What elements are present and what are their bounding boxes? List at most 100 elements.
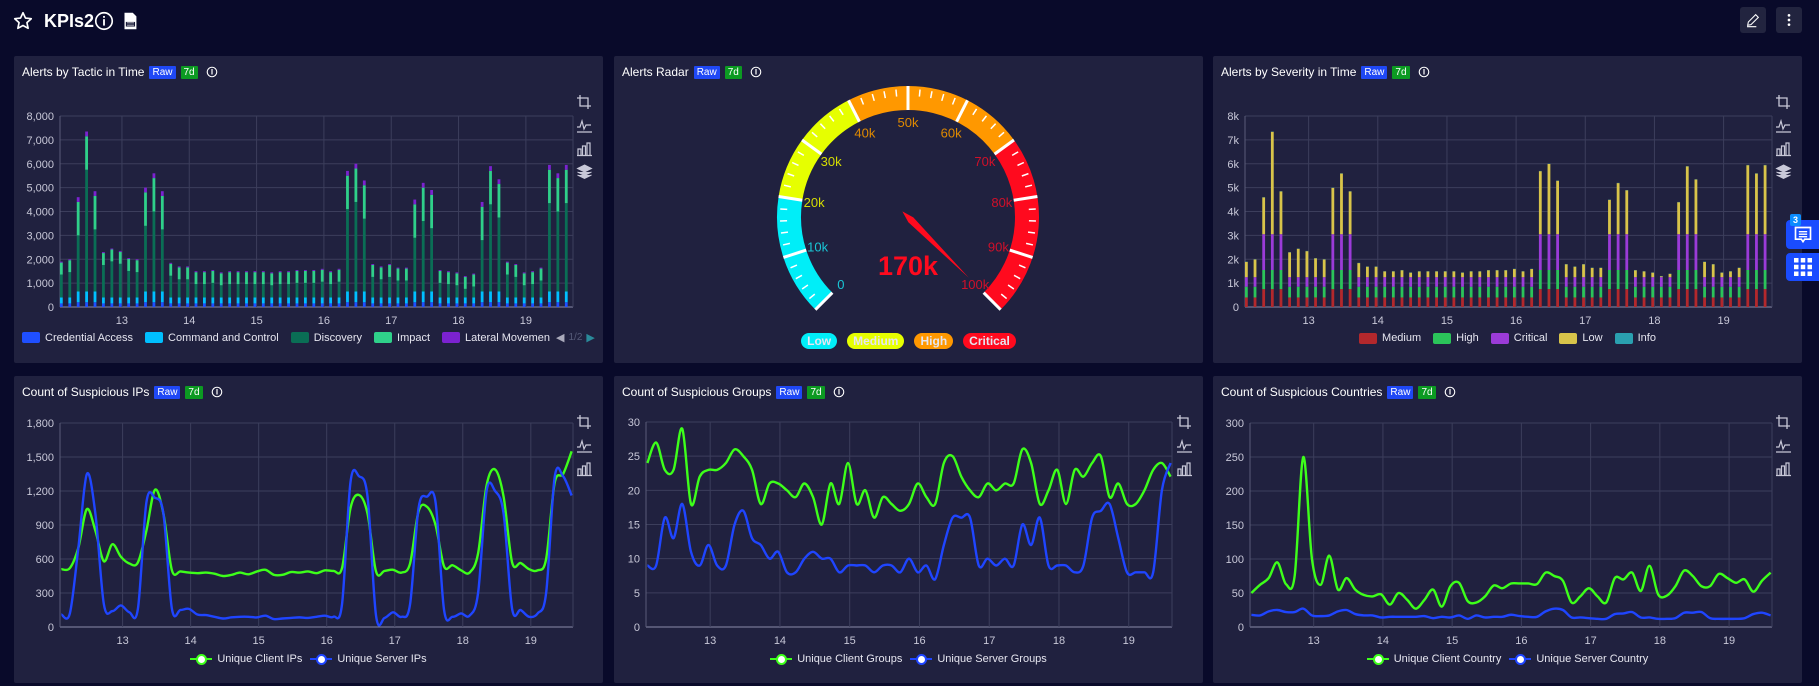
bar-chart-icon[interactable]	[576, 460, 593, 477]
stack-icon[interactable]	[1775, 163, 1792, 180]
bar-segment	[539, 303, 543, 307]
gauge-minor-tick	[871, 93, 875, 102]
legend-prev-icon[interactable]: ◀	[556, 332, 565, 344]
bar-segment	[531, 303, 535, 307]
bar-segment	[85, 131, 88, 137]
bar-segment	[539, 297, 543, 304]
chart-suspicious-ips[interactable]: 0 300 600 900 1,200 1,500 1,800 13 14 15 16 17 18 19	[14, 376, 603, 683]
bar-segment	[127, 258, 131, 260]
bar-segment	[135, 303, 139, 307]
bar-segment	[413, 237, 417, 292]
line-chart-icon[interactable]	[1775, 437, 1792, 454]
legend-item[interactable]: Command and Control	[145, 332, 279, 344]
chart-suspicious-countries[interactable]: 0 50 100 150 200 250 300 13 14 15 16 17 18 19	[1213, 376, 1802, 683]
crop-icon[interactable]	[1176, 414, 1193, 431]
legend-next-icon[interactable]: ▶	[586, 332, 595, 344]
bar-segment	[1651, 272, 1655, 278]
bar-chart-icon[interactable]	[1176, 460, 1193, 477]
legend-pill-low[interactable]: Low	[801, 333, 838, 349]
chart-suspicious-groups[interactable]: 0 5 10 15 20 25 30 13 14 15 16 17 18 19	[614, 376, 1203, 683]
line-chart-icon[interactable]	[576, 117, 593, 134]
legend-item[interactable]: Discovery	[290, 332, 362, 344]
legend-item[interactable]: Impact	[374, 332, 430, 344]
info-icon[interactable]	[211, 386, 223, 398]
bar-segment	[1504, 297, 1508, 307]
bar-chart-icon[interactable]	[576, 140, 593, 157]
bar-segment	[337, 303, 341, 307]
legend-item[interactable]: Credential Access	[22, 332, 133, 344]
pencil-icon	[1746, 13, 1760, 28]
bar-segment	[1348, 289, 1352, 307]
star-icon[interactable]	[12, 10, 34, 32]
edit-button[interactable]	[1740, 7, 1766, 33]
legend-item[interactable]: High	[1433, 332, 1479, 344]
legend-pill-medium[interactable]: Medium	[847, 333, 905, 349]
line-chart-icon[interactable]	[576, 437, 593, 454]
legend-item[interactable]: Critical	[1490, 332, 1547, 344]
legend-item[interactable]: Lateral Movemen	[442, 332, 550, 344]
line-chart-icon[interactable]	[1775, 117, 1792, 134]
crop-icon[interactable]	[576, 414, 593, 431]
legend-item[interactable]: Unique Client Groups	[770, 653, 902, 665]
stack-icon[interactable]	[576, 163, 593, 180]
legend-pill-critical[interactable]: Critical	[963, 333, 1016, 349]
bar-segment	[303, 282, 307, 298]
legend-label: Info	[1637, 332, 1656, 344]
apps-grid-button[interactable]	[1786, 253, 1819, 281]
bar-segment	[211, 297, 215, 304]
bar-segment	[236, 272, 240, 285]
legend-item[interactable]: Info	[1614, 332, 1656, 344]
bar-segment	[194, 272, 198, 285]
bar-segment	[295, 270, 299, 283]
line-chart-icon[interactable]	[1176, 437, 1193, 454]
bar-segment	[152, 211, 156, 292]
x-tick-label: 15	[844, 635, 856, 647]
bar-segment	[110, 303, 114, 307]
info-icon[interactable]	[93, 10, 115, 32]
legend-item[interactable]: Unique Server IPs	[310, 653, 427, 665]
legend-label: Low	[1582, 332, 1603, 344]
more-options-button[interactable]	[1776, 7, 1802, 33]
bar-segment	[211, 303, 215, 307]
bar-segment	[379, 267, 383, 280]
bar-segment	[362, 218, 366, 292]
crop-icon[interactable]	[1775, 414, 1792, 431]
bar-segment	[1340, 289, 1343, 307]
legend-swatch	[290, 332, 309, 343]
legend-label: Command and Control	[168, 331, 279, 344]
info-icon[interactable]	[1418, 66, 1430, 78]
legend-item[interactable]: Medium	[1359, 332, 1421, 344]
info-icon[interactable]	[206, 66, 218, 78]
gauge-minor-tick	[990, 123, 997, 130]
bar-segment	[1495, 270, 1499, 278]
bar-chart-icon[interactable]	[1775, 460, 1792, 477]
legend-item[interactable]: Unique Server Groups	[910, 653, 1047, 665]
grid: 0 5 10 15 20 25 30 13 14 15 16 17 18 19	[628, 417, 1173, 647]
legend-item[interactable]: Low	[1559, 332, 1603, 344]
legend-item[interactable]: Unique Client Country	[1366, 653, 1501, 665]
bar-segment	[539, 268, 543, 281]
bar-segment	[556, 173, 560, 179]
chart-legend: Medium High Critical Low Info	[1213, 332, 1802, 344]
gauge-minor-tick	[1027, 231, 1036, 234]
chart-legend: Unique Client Groups Unique Server Group…	[614, 653, 1203, 665]
crop-icon[interactable]	[576, 94, 593, 111]
info-icon[interactable]	[1444, 386, 1456, 398]
chart-alerts-by-severity[interactable]: 0 1k 2k 3k 4k 5k 6k 7k 8k 13 14 15 16 17 18 19	[1213, 56, 1802, 363]
bar-chart-icon[interactable]	[1775, 140, 1792, 157]
bar-segment	[93, 191, 97, 196]
legend-item[interactable]: Unique Client IPs	[190, 653, 302, 665]
legend-item[interactable]: Unique Server Country	[1509, 653, 1648, 665]
bar-segment	[1737, 286, 1741, 298]
bar-segment	[564, 164, 568, 170]
raw-file-icon[interactable]	[119, 10, 141, 32]
gauge-band	[848, 86, 1014, 155]
bar-segment	[169, 275, 173, 298]
legend-pill-high[interactable]: High	[914, 333, 954, 349]
gauge-major-tick	[1013, 195, 1038, 202]
bar-segment	[1582, 277, 1585, 287]
info-icon[interactable]	[833, 386, 845, 398]
info-icon[interactable]	[750, 66, 762, 78]
chart-alerts-by-tactic[interactable]: 0 1,000 2,000 3,000 4,000 5,000 6,000 7,000 8,00…	[14, 56, 603, 363]
crop-icon[interactable]	[1775, 94, 1792, 111]
